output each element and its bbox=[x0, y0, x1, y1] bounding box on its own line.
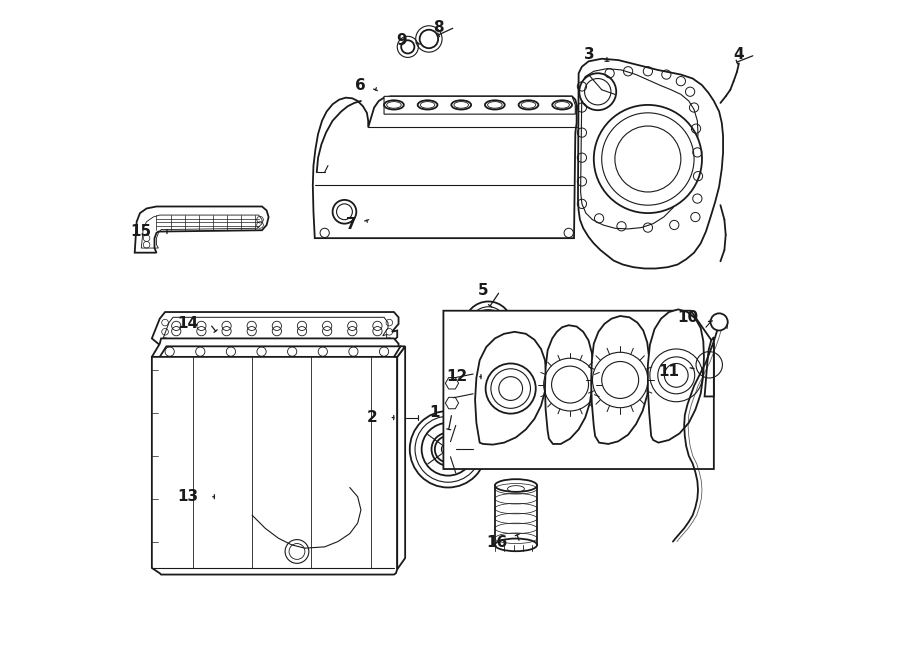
Text: 5: 5 bbox=[478, 284, 489, 298]
Text: 4: 4 bbox=[733, 48, 743, 62]
Polygon shape bbox=[444, 311, 714, 469]
Text: 16: 16 bbox=[487, 535, 508, 551]
Polygon shape bbox=[392, 410, 405, 426]
Polygon shape bbox=[313, 97, 577, 238]
Polygon shape bbox=[152, 312, 399, 345]
Circle shape bbox=[401, 40, 414, 54]
Circle shape bbox=[464, 301, 512, 349]
Text: 7: 7 bbox=[346, 217, 356, 233]
Text: 8: 8 bbox=[433, 20, 444, 34]
Circle shape bbox=[580, 73, 616, 110]
Text: 3: 3 bbox=[584, 48, 595, 62]
Ellipse shape bbox=[384, 100, 404, 110]
Ellipse shape bbox=[495, 479, 537, 492]
Circle shape bbox=[710, 313, 728, 330]
Ellipse shape bbox=[553, 100, 572, 110]
Ellipse shape bbox=[418, 100, 437, 110]
Circle shape bbox=[333, 200, 356, 223]
Text: 2: 2 bbox=[366, 410, 377, 425]
Circle shape bbox=[486, 364, 536, 414]
Polygon shape bbox=[545, 325, 593, 444]
Ellipse shape bbox=[451, 100, 471, 110]
Ellipse shape bbox=[485, 100, 505, 110]
Polygon shape bbox=[152, 357, 397, 574]
Circle shape bbox=[285, 539, 309, 563]
Polygon shape bbox=[578, 59, 723, 268]
Polygon shape bbox=[394, 346, 405, 357]
Polygon shape bbox=[397, 346, 405, 569]
Text: 11: 11 bbox=[659, 364, 680, 379]
Circle shape bbox=[410, 411, 486, 487]
Text: 10: 10 bbox=[677, 310, 698, 325]
Circle shape bbox=[419, 30, 438, 48]
Polygon shape bbox=[152, 338, 399, 357]
Text: 1: 1 bbox=[429, 405, 440, 420]
Polygon shape bbox=[648, 309, 704, 443]
Polygon shape bbox=[705, 337, 714, 397]
Polygon shape bbox=[135, 206, 268, 253]
Text: 6: 6 bbox=[355, 77, 365, 93]
Polygon shape bbox=[384, 97, 575, 114]
Text: 12: 12 bbox=[446, 369, 468, 384]
Text: 15: 15 bbox=[130, 224, 152, 239]
Circle shape bbox=[594, 105, 702, 213]
Text: 14: 14 bbox=[177, 317, 198, 331]
Text: 13: 13 bbox=[177, 489, 198, 504]
Polygon shape bbox=[475, 332, 546, 445]
Text: 9: 9 bbox=[397, 33, 407, 48]
Ellipse shape bbox=[518, 100, 538, 110]
Ellipse shape bbox=[495, 539, 537, 551]
Polygon shape bbox=[446, 377, 459, 389]
Polygon shape bbox=[160, 346, 400, 360]
Polygon shape bbox=[446, 397, 459, 408]
Circle shape bbox=[431, 433, 464, 466]
Polygon shape bbox=[591, 316, 649, 444]
